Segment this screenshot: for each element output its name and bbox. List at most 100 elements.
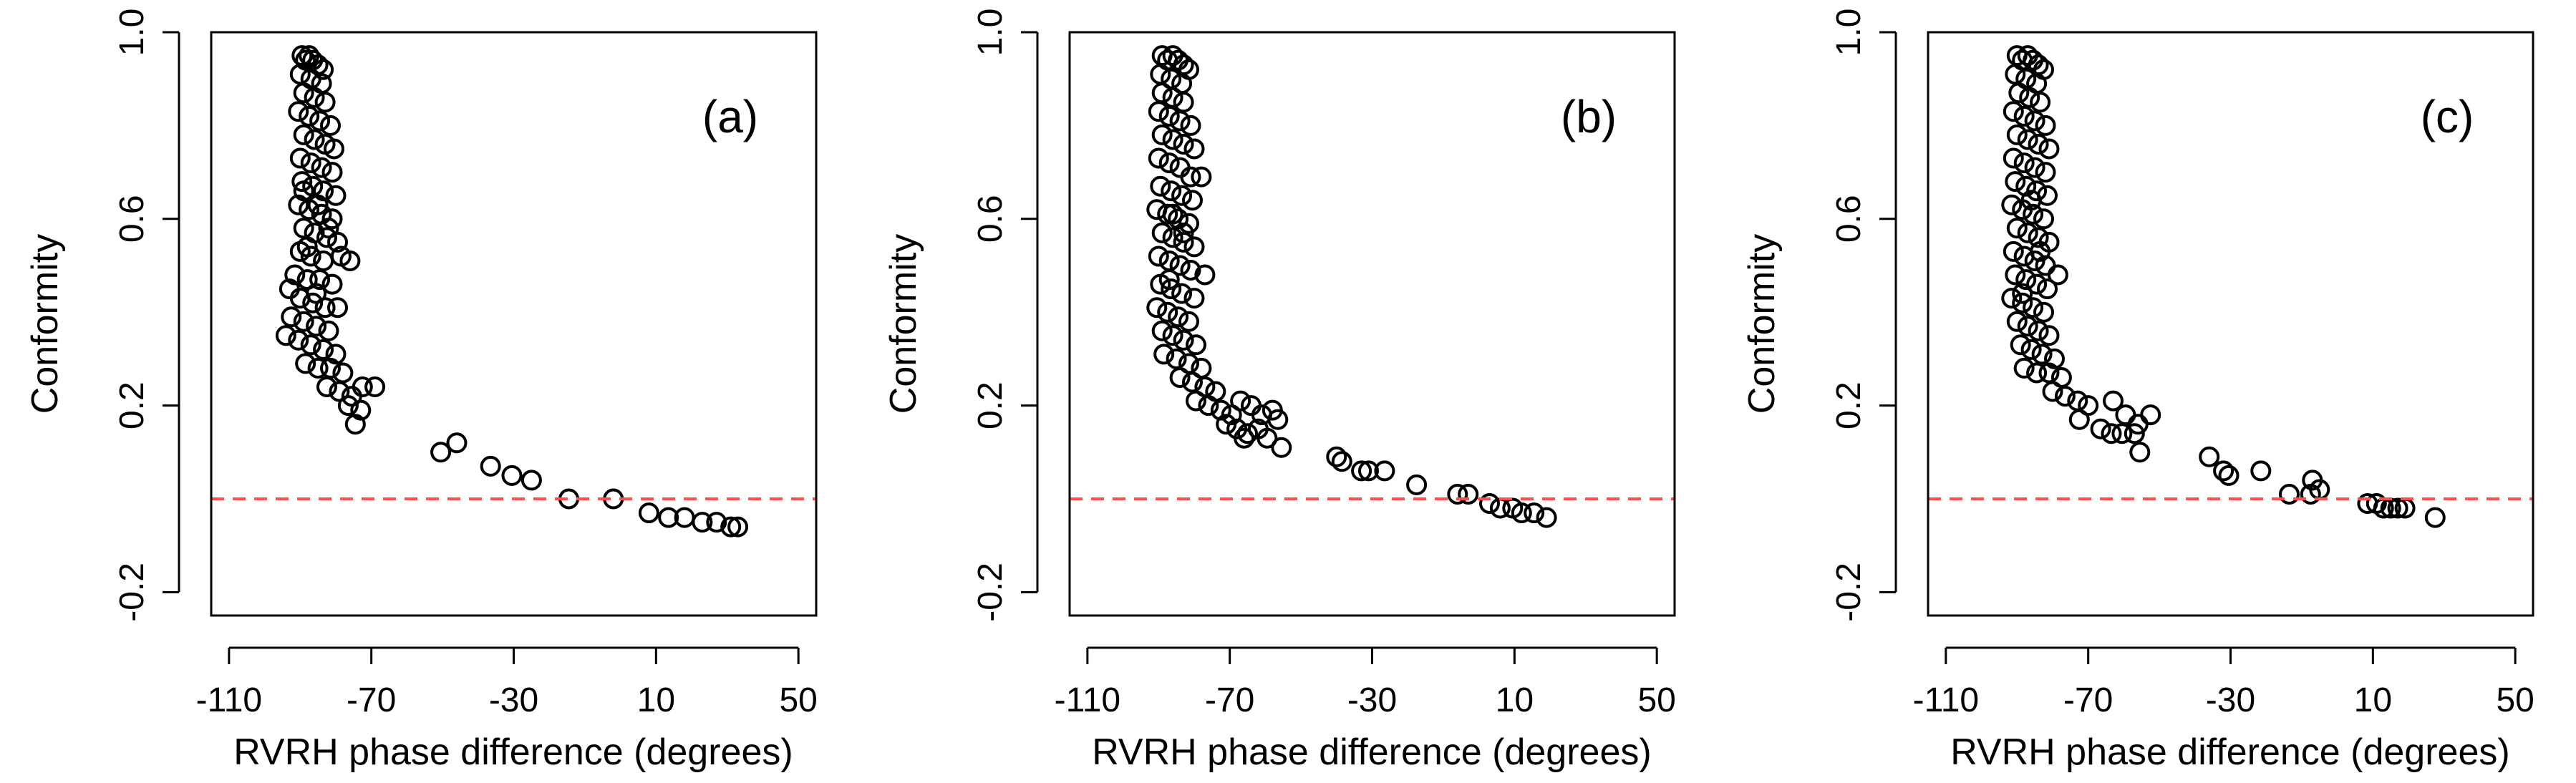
data-point-b-82 [1374,460,1395,482]
data-point-a-17 [304,129,325,150]
data-point-a-47 [302,292,324,313]
data-point-c-58 [2026,362,2048,384]
data-point-a-24 [291,171,313,193]
data-point-b-30 [1157,203,1178,225]
data-point-c-51 [2028,320,2049,341]
data-point-c-13 [2013,105,2035,127]
y-tick-label-c-3: 1.0 [1830,9,1868,57]
data-point-a-85 [293,180,314,202]
data-point-b-50 [1151,320,1173,341]
data-point-b-35 [1173,231,1194,253]
data-point-b-51 [1162,325,1183,346]
data-point-a-70 [344,414,366,435]
data-point-b-6 [1150,64,1171,85]
data-point-b-31 [1168,208,1189,230]
data-point-b-40 [1180,260,1201,281]
x-axis-b: -110 -70 -30 10 50 [1055,646,1676,719]
data-point-b-58 [1169,367,1191,388]
data-point-a-67 [364,376,386,397]
data-point-c-16 [2006,124,2028,145]
data-point-c-62 [2054,386,2076,407]
data-point-a-88 [296,236,318,258]
data-point-a-10 [304,87,325,108]
data-point-b-63 [1198,395,1219,417]
data-point-c-10 [2019,87,2040,108]
data-point-a-23 [321,162,343,183]
data-point-c-70 [2103,390,2124,412]
data-point-b-33 [1151,222,1173,243]
data-point-b-9 [1151,82,1173,104]
data-point-a-75 [520,470,542,491]
data-point-c-43 [2037,278,2058,300]
y-tick-label-b-2: 0.6 [972,195,1009,243]
data-point-b-18 [1173,134,1194,155]
data-point-b-49 [1178,311,1199,332]
data-point-a-60 [307,357,329,379]
data-point-a-59 [295,353,316,374]
data-point-a-15 [320,115,341,136]
data-point-c-52 [2038,325,2060,346]
x-axis-label-b: RVRH phase difference (degrees) [1092,731,1651,773]
data-point-b-79 [1331,451,1352,472]
data-point-c-61 [2042,381,2063,402]
y-axis-c: -0.2 0.2 0.6 1.0 [1830,9,1897,622]
y-axis-label-b: Conformity [883,234,924,414]
data-point-b-54 [1153,344,1175,365]
data-point-b-84 [1447,484,1468,505]
data-point-b-16 [1151,124,1173,145]
data-point-c-54 [2020,339,2042,360]
data-point-a-12 [288,101,309,122]
data-point-a-13 [299,105,320,127]
data-point-c-47 [2023,297,2044,318]
data-point-b-44 [1171,283,1193,304]
x-axis-a: -110 -70 -30 10 50 [196,646,818,719]
data-point-a-71 [430,442,452,463]
data-point-c-30 [2023,203,2044,225]
data-point-a-81 [692,512,713,533]
data-point-b-90 [1524,502,1545,524]
x-tick-label-b-0: -110 [1055,681,1121,719]
data-point-b-12 [1148,101,1169,122]
x-tick-label-a-4: 50 [779,681,817,719]
y-tick-label-c-0: -0.2 [1830,563,1868,622]
data-point-c-75 [2199,446,2220,467]
data-point-c-57 [2013,357,2035,379]
data-point-b-17 [1162,129,1183,150]
data-point-a-78 [638,502,659,524]
data-point-c-87 [2387,497,2408,519]
data-point-b-25 [1150,175,1171,197]
data-point-b-77 [1271,437,1292,458]
data-point-c-20 [2003,147,2024,169]
data-point-a-27 [325,185,347,206]
data-point-b-83 [1406,474,1428,495]
data-point-c-74 [2129,442,2151,463]
data-point-a-63 [316,376,337,397]
data-point-c-50 [2017,316,2038,337]
x-tick-label-c-4: 50 [2496,681,2534,719]
data-point-a-51 [293,311,314,332]
data-point-a-41 [284,264,306,286]
data-point-a-79 [658,507,679,528]
data-point-b-71 [1216,414,1237,435]
data-point-a-54 [275,325,296,346]
data-point-b-19 [1183,138,1205,160]
data-point-b-86 [1479,493,1500,514]
data-point-b-14 [1169,110,1191,132]
data-point-c-46 [2012,292,2033,313]
data-point-a-89 [306,283,327,304]
data-point-c-23 [2035,162,2056,183]
data-point-a-55 [288,329,309,351]
data-point-c-48 [2033,301,2054,323]
data-point-c-14 [2024,110,2045,132]
data-point-b-28 [1182,190,1203,211]
data-point-b-75 [1256,427,1278,449]
data-point-a-22 [311,157,332,178]
data-point-c-17 [2017,129,2038,150]
y-axis-label-c: Conformity [1741,234,1783,414]
data-point-a-1 [295,49,316,71]
data-point-b-46 [1146,297,1168,318]
y-tick-label-b-0: -0.2 [972,563,1009,622]
plot-frame-a [210,31,818,617]
y-tick-label-b-3: 1.0 [972,9,1009,57]
